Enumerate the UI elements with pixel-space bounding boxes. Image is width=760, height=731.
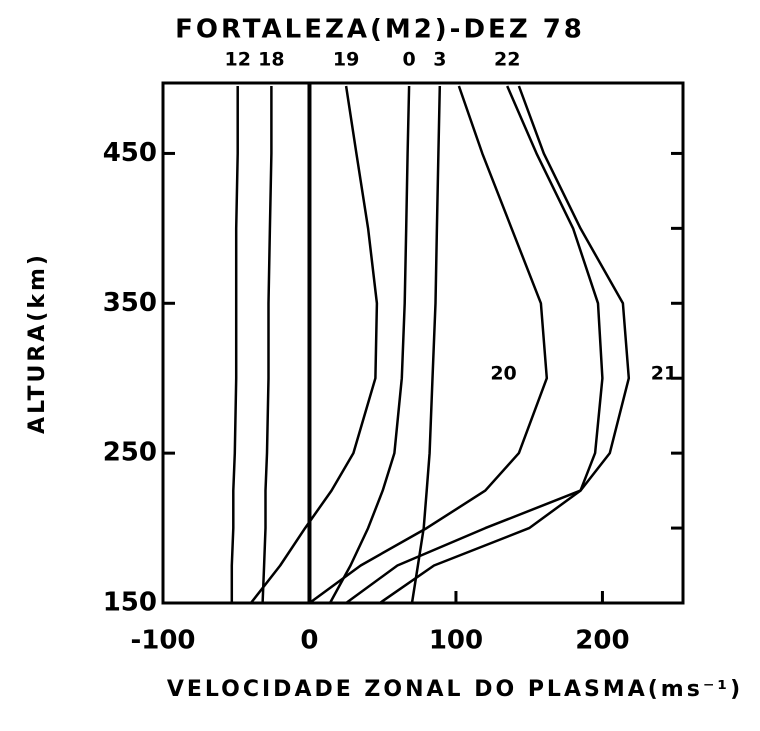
series-label: 21 xyxy=(651,363,677,385)
profile-line xyxy=(379,85,604,605)
x-tick-label: 0 xyxy=(300,626,318,656)
profile-line xyxy=(261,86,273,604)
profile-line xyxy=(249,85,379,604)
x-tick-label: 200 xyxy=(575,626,629,656)
series-label: 19 xyxy=(333,49,359,71)
x-axis-label: VELOCIDADE ZONAL DO PLASMA(ms⁻¹) xyxy=(167,677,743,702)
series-label: 0 xyxy=(402,49,415,71)
profile-line xyxy=(345,85,631,605)
series-label: 3 xyxy=(433,49,446,71)
series-label: 20 xyxy=(490,363,516,385)
profile-line xyxy=(328,85,411,604)
y-tick-label: 250 xyxy=(103,438,157,468)
x-tick-label: 100 xyxy=(429,626,483,656)
y-tick-label: 450 xyxy=(103,138,157,168)
x-tick-label: -100 xyxy=(130,626,195,656)
series-label: 12 xyxy=(224,49,250,71)
plot-frame xyxy=(161,81,685,605)
profile-line xyxy=(230,86,239,603)
profile-line xyxy=(308,85,549,605)
profile-line xyxy=(410,85,442,604)
chart-title: FORTALEZA(M2)-DEZ 78 xyxy=(175,15,585,45)
y-tick-label: 150 xyxy=(103,588,157,618)
y-tick-label: 350 xyxy=(103,288,157,318)
series-label: 22 xyxy=(494,49,520,71)
y-axis-label: ALTURA(km) xyxy=(25,252,50,434)
series-label: 18 xyxy=(258,49,284,71)
